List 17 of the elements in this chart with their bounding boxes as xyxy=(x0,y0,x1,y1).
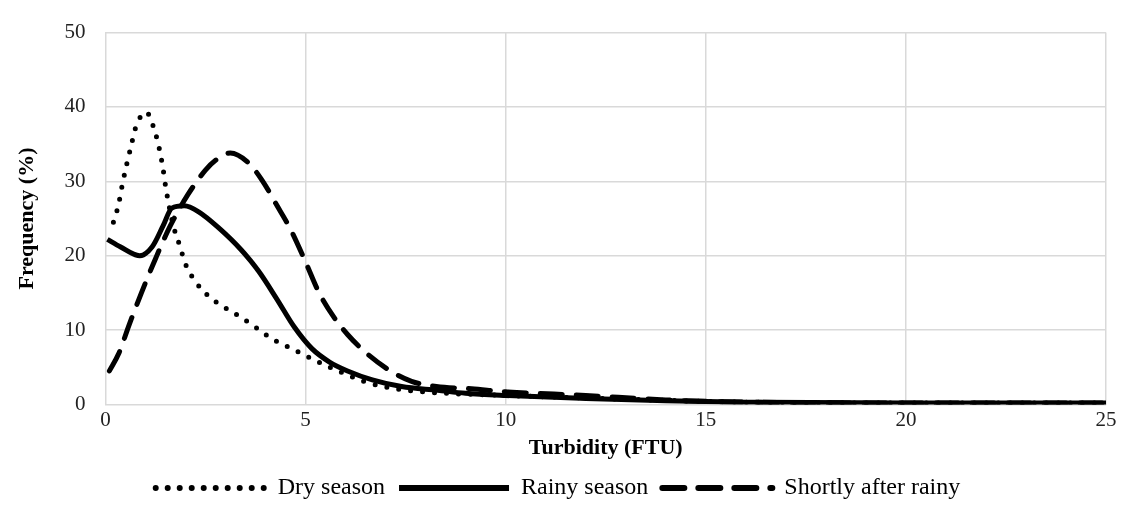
y-tick-label: 30 xyxy=(64,167,86,192)
legend-label: Rainy season xyxy=(521,473,649,500)
x-tick-label: 5 xyxy=(300,406,311,431)
x-tick-label: 20 xyxy=(895,406,917,431)
x-axis-title: Turbidity (FTU) xyxy=(528,434,683,460)
y-tick-label: 40 xyxy=(64,93,86,118)
x-tick-label: 25 xyxy=(1095,406,1117,431)
legend-label: Dry season xyxy=(277,473,386,500)
x-tick-label: 0 xyxy=(100,406,111,431)
y-tick-label: 0 xyxy=(74,390,86,415)
x-tick-label: 10 xyxy=(495,406,517,431)
legend-label: Shortly after rainy xyxy=(784,473,961,500)
y-tick-label: 10 xyxy=(64,316,86,341)
y-axis-title: Frequency (%) xyxy=(12,147,38,290)
x-tick-label: 15 xyxy=(695,406,717,431)
y-tick-label: 20 xyxy=(64,242,86,267)
y-tick-label: 50 xyxy=(64,19,86,44)
